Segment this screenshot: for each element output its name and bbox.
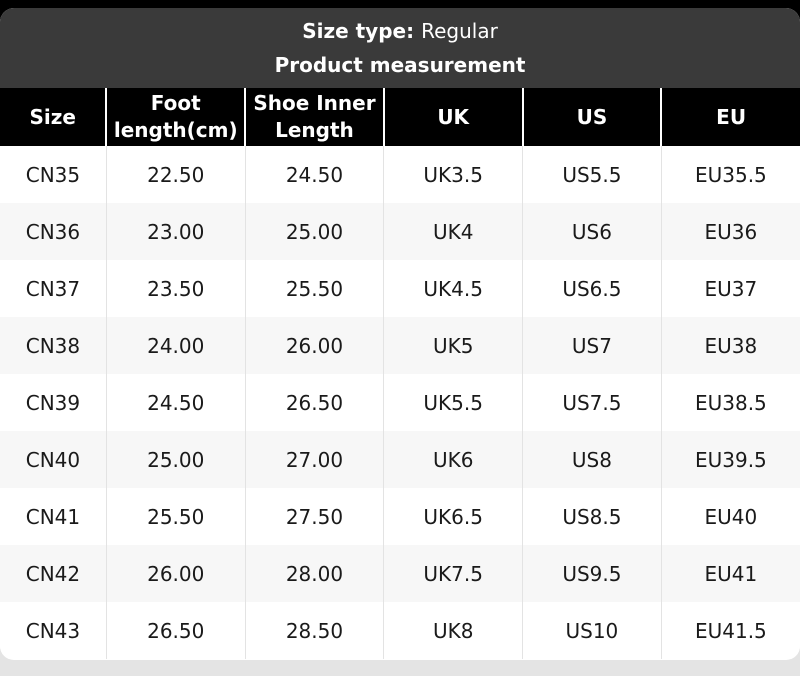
column-header-foot-length: Foot length(cm) [105,88,246,146]
table-row: CN42 26.00 28.00 UK7.5 US9.5 EU41 [0,545,800,602]
table-cell: 26.50 [105,602,246,659]
size-chart-header: Size type: Regular Product measurement [0,8,800,88]
table-cell: 26.50 [244,374,384,431]
table-cell: US7 [522,317,662,374]
column-header-shoe-inner-length: Shoe Inner Length [244,88,384,146]
table-cell: 23.50 [105,260,246,317]
size-type-value: Regular [421,18,498,43]
table-cell: EU38.5 [660,374,800,431]
table-row: CN37 23.50 25.50 UK4.5 US6.5 EU37 [0,260,800,317]
table-row: CN43 26.50 28.50 UK8 US10 EU41.5 [0,602,800,659]
table-cell: CN43 [25,618,81,643]
table-cell: US7.5 [522,374,662,431]
table-cell: UK8 [383,602,523,659]
size-table: Size Foot length(cm) Shoe Inner Length U… [0,88,800,659]
table-cell: UK6.5 [383,488,523,545]
table-cell: EU36 [660,203,800,260]
table-cell: UK4 [383,203,523,260]
table-cell: 28.00 [244,545,384,602]
table-cell: US8 [522,431,662,488]
table-row: CN40 25.00 27.00 UK6 US8 EU39.5 [0,431,800,488]
table-cell: 24.00 [105,317,246,374]
table-cell: US5.5 [522,146,662,203]
table-cell: US10 [522,602,662,659]
column-header-us: US [521,88,662,146]
table-row: CN35 22.50 24.50 UK3.5 US5.5 EU35.5 [0,146,800,203]
table-cell: 25.00 [244,203,384,260]
table-cell: 28.50 [244,602,384,659]
size-table-header-row: Size Foot length(cm) Shoe Inner Length U… [0,88,800,146]
size-type-line: Size type: Regular [302,19,498,43]
table-cell: UK3.5 [383,146,523,203]
table-cell: UK6 [383,431,523,488]
table-cell: 25.00 [105,431,246,488]
table-cell: 24.50 [244,146,384,203]
size-type-label: Size type: [302,18,415,43]
table-cell: 25.50 [105,488,246,545]
product-measurement-title: Product measurement [274,53,526,78]
table-cell: EU39.5 [660,431,800,488]
table-cell: 22.50 [105,146,246,203]
table-cell: CN37 [25,276,81,301]
table-cell: EU41.5 [660,602,800,659]
table-cell: 27.50 [244,488,384,545]
table-cell: US6 [522,203,662,260]
table-cell: 25.50 [244,260,384,317]
table-row: CN38 24.00 26.00 UK5 US7 EU38 [0,317,800,374]
table-cell: US8.5 [522,488,662,545]
size-chart-card: Size type: Regular Product measurement S… [0,8,800,660]
table-cell: UK4.5 [383,260,523,317]
table-cell: EU38 [660,317,800,374]
table-row: CN36 23.00 25.00 UK4 US6 EU36 [0,203,800,260]
table-cell: CN38 [25,333,81,358]
table-cell: 26.00 [244,317,384,374]
table-cell: CN42 [25,561,81,586]
table-cell: EU41 [660,545,800,602]
table-cell: CN39 [25,390,81,415]
table-cell: CN35 [25,162,81,187]
table-cell: 23.00 [105,203,246,260]
table-row: CN39 24.50 26.50 UK5.5 US7.5 EU38.5 [0,374,800,431]
table-cell: 27.00 [244,431,384,488]
table-cell: US9.5 [522,545,662,602]
table-cell: US6.5 [522,260,662,317]
table-cell: 26.00 [105,545,246,602]
table-cell: EU35.5 [660,146,800,203]
table-cell: UK7.5 [383,545,523,602]
table-cell: UK5 [383,317,523,374]
table-cell: CN36 [25,219,81,244]
column-header-size: Size [0,88,107,146]
table-cell: EU40 [660,488,800,545]
size-table-body: CN35 22.50 24.50 UK3.5 US5.5 EU35.5 CN36 23.00 2… [0,146,800,659]
column-header-eu: EU [660,88,800,146]
table-cell: UK5.5 [383,374,523,431]
table-cell: EU37 [660,260,800,317]
table-cell: CN40 [25,447,81,472]
table-row: CN41 25.50 27.50 UK6.5 US8.5 EU40 [0,488,800,545]
table-cell: 24.50 [105,374,246,431]
column-header-uk: UK [382,88,523,146]
table-cell: CN41 [25,504,81,529]
